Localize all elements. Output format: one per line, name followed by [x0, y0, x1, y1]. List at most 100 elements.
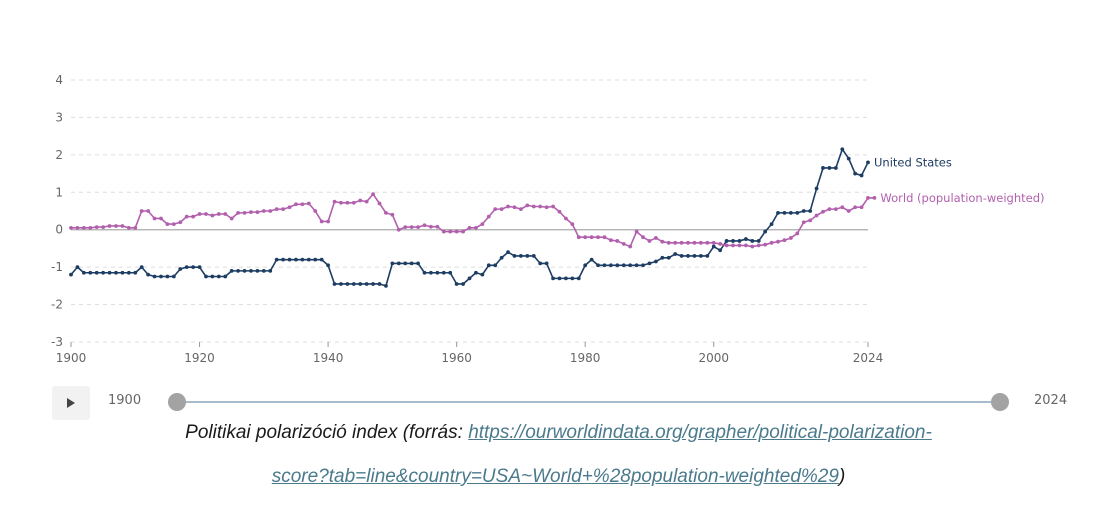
timeline-start-handle[interactable] [168, 393, 186, 411]
data-point [763, 242, 768, 247]
y-tick-label: 2 [55, 148, 63, 162]
data-point [448, 270, 453, 275]
data-point [776, 210, 780, 215]
data-point [743, 243, 748, 248]
data-point [152, 216, 157, 221]
data-point [146, 272, 151, 277]
data-point [814, 213, 819, 218]
y-tick-label: -2 [51, 298, 63, 312]
data-point [409, 261, 414, 266]
timeline-end-label: 2024 [1034, 393, 1068, 408]
data-point [743, 237, 748, 241]
data-point [274, 207, 279, 212]
data-point [782, 210, 787, 215]
series-line-world [71, 193, 875, 248]
data-point [429, 270, 433, 275]
data-point [81, 225, 86, 230]
data-point [261, 268, 266, 273]
data-point [435, 224, 440, 229]
data-point [255, 210, 260, 215]
timeline-slider-track[interactable] [177, 401, 1000, 403]
data-point [724, 243, 729, 248]
data-point [441, 270, 446, 275]
data-point [859, 173, 864, 178]
data-point [692, 240, 697, 245]
caption-suffix: ) [838, 466, 846, 487]
y-tick-label: -1 [51, 260, 63, 274]
data-point [673, 240, 678, 245]
timeline-end-handle[interactable] [991, 393, 1009, 411]
data-point [576, 276, 581, 281]
data-point [351, 282, 356, 286]
data-point [422, 270, 427, 275]
data-point [454, 229, 459, 234]
data-point [833, 166, 838, 170]
data-point [557, 209, 562, 214]
data-point [339, 200, 343, 205]
y-tick-label: 0 [55, 223, 63, 237]
data-point [866, 196, 870, 200]
data-point [210, 274, 215, 279]
data-point [197, 265, 202, 270]
data-point [474, 225, 478, 230]
data-point [506, 250, 510, 255]
data-point [371, 282, 375, 286]
data-point [281, 207, 286, 212]
data-point [827, 166, 832, 170]
data-point [88, 270, 93, 275]
data-point [795, 210, 800, 215]
data-point [339, 282, 343, 286]
data-point [833, 207, 838, 212]
data-point [191, 265, 196, 270]
data-point [576, 235, 581, 240]
data-point [120, 224, 125, 228]
data-point [332, 199, 337, 204]
data-point [94, 225, 99, 229]
data-point [101, 225, 106, 229]
data-point [686, 254, 690, 258]
data-point [666, 240, 671, 245]
data-point [390, 261, 395, 266]
data-point [313, 257, 318, 262]
source-link-part-1[interactable]: https://ourworldindata.org/grapher/polit… [468, 422, 932, 443]
data-point [249, 210, 253, 215]
data-point [165, 222, 170, 227]
data-point [570, 222, 575, 227]
data-point [223, 212, 228, 216]
data-point [493, 263, 498, 268]
data-point [422, 223, 427, 228]
series-layer [69, 147, 877, 288]
data-point [821, 209, 825, 214]
data-point [139, 265, 144, 270]
data-point [705, 240, 710, 245]
data-point [776, 239, 780, 244]
data-point [769, 240, 774, 245]
data-point [474, 270, 478, 275]
data-point [609, 238, 613, 243]
data-point [808, 209, 813, 213]
data-point [499, 207, 504, 212]
data-point [480, 222, 485, 227]
data-point [75, 225, 80, 230]
line-chart: 4 3 2 1 0 -1 -2 -3 1900 1920 1940 1960 1980 2000 2024… [51, 73, 1044, 365]
data-point [403, 225, 408, 229]
data-point [538, 261, 543, 266]
series-label-united-states: United States [874, 155, 952, 169]
data-point [184, 214, 189, 219]
data-point [223, 274, 228, 279]
source-link-part-2[interactable]: score?tab=line&country=USA~World+%28popu… [271, 466, 839, 487]
data-point [821, 166, 825, 170]
data-point [795, 231, 800, 236]
data-point [525, 254, 530, 258]
data-point [525, 203, 530, 208]
play-button[interactable] [52, 386, 90, 420]
data-point [261, 209, 266, 213]
data-point [287, 205, 292, 210]
data-point [763, 229, 768, 234]
data-point [146, 209, 151, 213]
data-point [551, 204, 555, 209]
data-point [204, 274, 208, 279]
data-point [589, 257, 594, 262]
data-point [686, 240, 690, 245]
data-point [184, 265, 189, 270]
